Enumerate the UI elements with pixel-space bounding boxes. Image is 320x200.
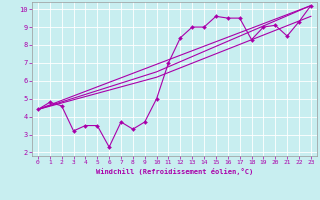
X-axis label: Windchill (Refroidissement éolien,°C): Windchill (Refroidissement éolien,°C) <box>96 168 253 175</box>
